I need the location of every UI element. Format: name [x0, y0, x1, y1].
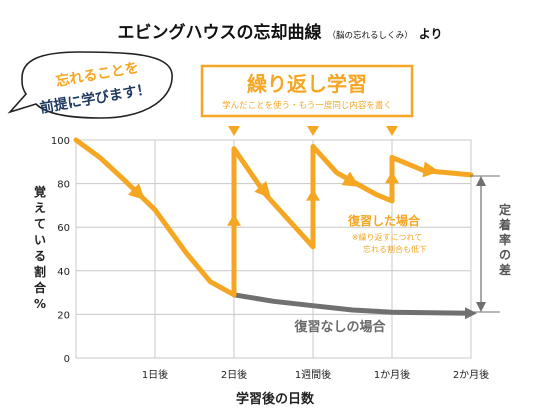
- review-up-arrow: [306, 188, 320, 201]
- chart-title-note: （脳の忘れるしくみ）: [327, 30, 412, 41]
- y-tick-label: 100: [51, 136, 70, 147]
- review-up-arrow: [227, 213, 241, 226]
- x-axis-title: 学習後の日数: [236, 391, 315, 407]
- decay-arrow: [422, 161, 440, 178]
- plot-area: 0 20 40 60 80 100 1日後 2日後 1週間後 1か月後 2か月後: [51, 126, 489, 381]
- chart-title-suffix: より: [419, 27, 443, 41]
- chart-title: エビングハウスの忘却曲線 （脳の忘れるしくみ） より: [118, 22, 443, 43]
- series-line-without-review: [231, 292, 474, 316]
- y-tick-label: 20: [57, 310, 70, 321]
- x-tick-label: 1か月後: [374, 368, 410, 381]
- review-marker: [307, 126, 319, 136]
- y-axis-title: 覚えている割合%: [34, 184, 47, 311]
- decay-arrow: [127, 183, 145, 201]
- y-tick-label: 60: [57, 223, 70, 234]
- chart-title-main: エビングハウスの忘却曲線: [118, 22, 322, 43]
- review-up-arrow: [385, 171, 399, 184]
- review-box-subtitle: 学んだことを使う・もう一度同じ内容を書く: [222, 100, 392, 111]
- y-tick-label: 80: [57, 180, 70, 191]
- label-without-review: 復習なしの場合: [293, 319, 386, 335]
- y-tick-label: 0: [64, 354, 70, 365]
- callout-bubble: 忘れることを 前提に学びます！: [7, 51, 173, 119]
- retention-diff-label: 定着率の差: [498, 202, 511, 277]
- series-arrow-without-review: [465, 307, 477, 320]
- decay-arrow: [341, 171, 360, 187]
- label-with-review-note2: 忘れる割合も低下: [363, 244, 427, 254]
- x-tick-label: 1日後: [142, 368, 168, 381]
- x-tick-label: 2か月後: [453, 368, 489, 381]
- review-box: 繰り返し学習 学んだことを使う・もう一度同じ内容を書く: [200, 64, 414, 118]
- review-marker: [386, 126, 398, 136]
- label-with-review: 復習した場合: [347, 213, 421, 228]
- x-tick-label: 2日後: [221, 368, 247, 381]
- retention-diff-marker: 定着率の差: [470, 175, 511, 313]
- decay-arrow: [254, 181, 271, 199]
- review-marker: [228, 126, 240, 136]
- y-tick-label: 40: [57, 267, 70, 278]
- label-with-review-note1: ※繰り返すにつれて: [352, 232, 422, 242]
- review-box-title: 繰り返し学習: [247, 72, 367, 96]
- x-tick-label: 1週間後: [295, 368, 331, 381]
